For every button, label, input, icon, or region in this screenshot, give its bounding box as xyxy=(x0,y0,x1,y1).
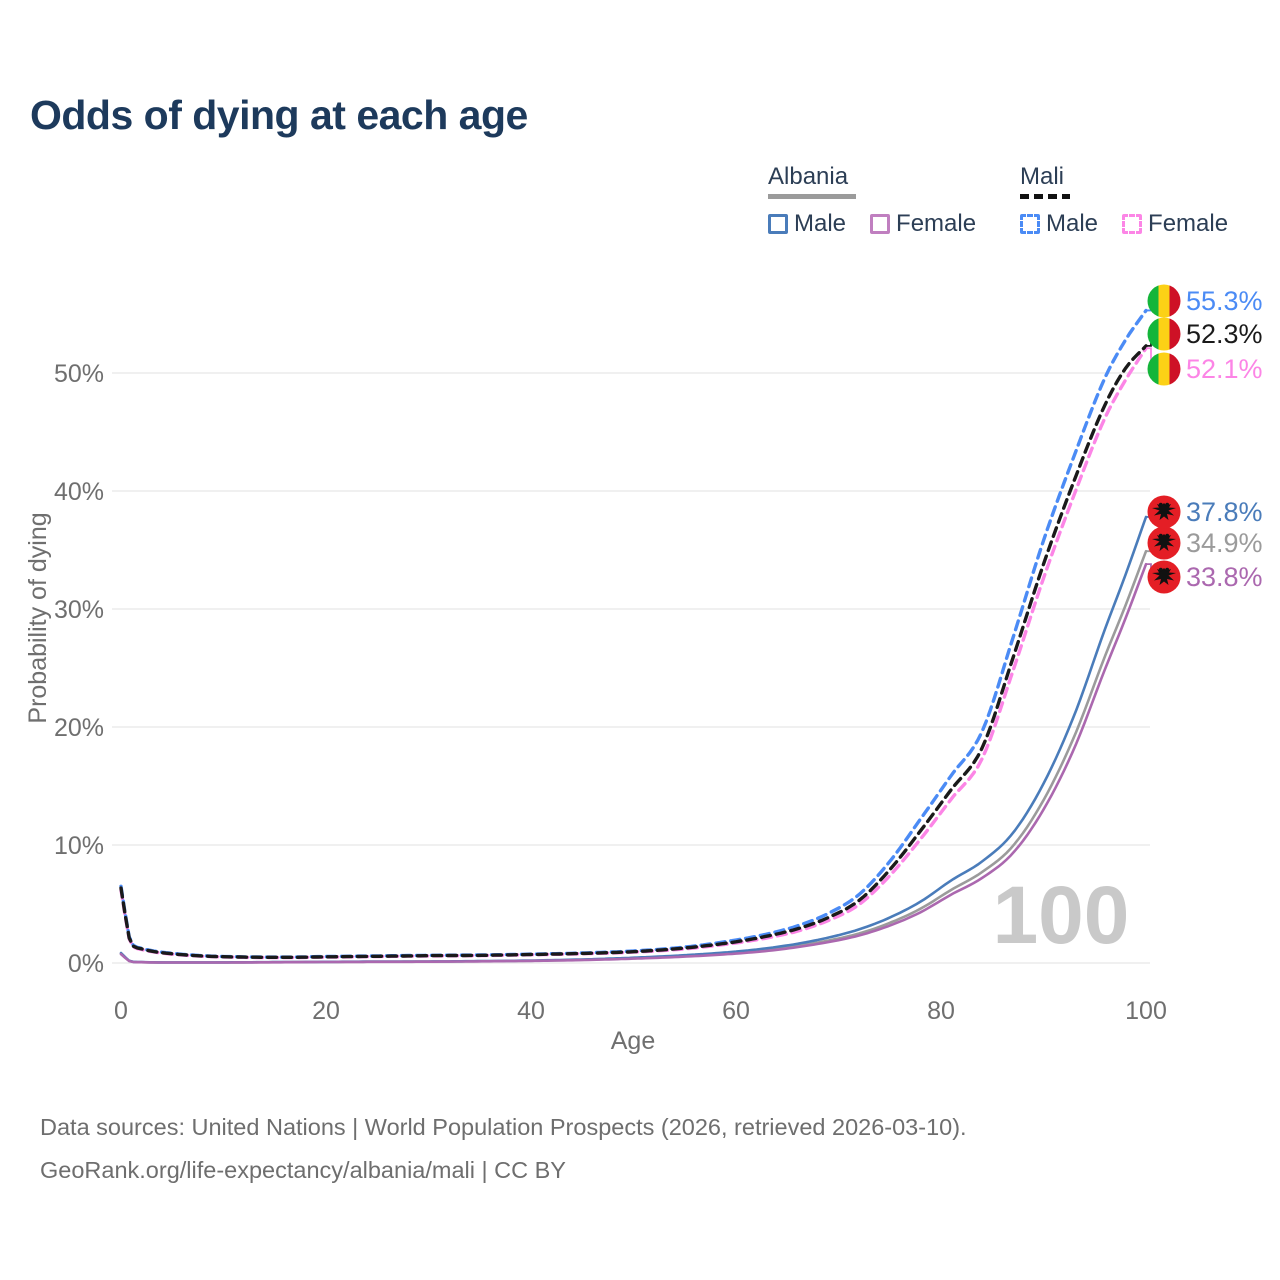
y-tick-label: 10% xyxy=(54,832,104,860)
axis-ticks: 0% 10% 20% 30% 40% 50% 0 20 40 60 80 100 xyxy=(54,360,1167,1025)
albania-male-checkbox-icon[interactable] xyxy=(768,214,788,234)
series-line-albania-female[interactable] xyxy=(119,562,1148,964)
albania-line-style-swatch xyxy=(768,194,856,199)
legend-country-albania[interactable]: Albania xyxy=(768,163,849,190)
data-source-text: Data sources: United Nations | World Pop… xyxy=(40,1114,967,1140)
legend-label-mali-female: Female xyxy=(1148,210,1229,237)
legend-label-albania-male: Male xyxy=(794,210,847,237)
legend-group-albania: Albania Male Female xyxy=(768,163,976,238)
legend-country-mali[interactable]: Mali xyxy=(1020,163,1065,190)
x-tick-label: 40 xyxy=(517,997,545,1025)
x-tick-label: 100 xyxy=(1125,997,1167,1025)
legend-group-mali: Mali Male Female xyxy=(1020,163,1228,238)
mali-line-style-swatch xyxy=(1020,194,1070,199)
x-tick-label: 80 xyxy=(927,997,955,1025)
albania-flag-icon xyxy=(1147,560,1181,594)
y-tick-label: 40% xyxy=(54,478,104,506)
y-tick-label: 20% xyxy=(54,714,104,742)
end-value-label-mali-male: 55.3% xyxy=(1186,286,1263,316)
x-tick-label: 0 xyxy=(114,997,128,1025)
chart-title: Odds of dying at each age xyxy=(30,92,528,138)
x-tick-label: 60 xyxy=(722,997,750,1025)
series-line-mali-male[interactable] xyxy=(119,308,1148,959)
mali-flag-icon xyxy=(1147,284,1181,318)
age-counter-watermark: 100 xyxy=(993,870,1130,961)
legend-item-mali-female[interactable]: Female xyxy=(1122,210,1228,238)
albania-flag-icon xyxy=(1147,526,1181,560)
legend-item-albania-female[interactable]: Female xyxy=(870,210,976,238)
series-line-mali-total[interactable] xyxy=(119,344,1148,959)
albania-flag-icon xyxy=(1147,495,1181,529)
georank-url-text: GeoRank.org/life-expectancy/albania/mali… xyxy=(40,1157,566,1183)
y-tick-label: 0% xyxy=(68,950,104,978)
y-axis-title: Probability of dying xyxy=(24,512,52,723)
mali-female-checkbox-icon[interactable] xyxy=(1122,214,1143,234)
end-value-labels: 34.9%37.8% 33.8% 52.1% 55.3%52.3% xyxy=(1146,284,1263,594)
gridlines xyxy=(112,372,1150,964)
albania-female-checkbox-icon[interactable] xyxy=(870,214,891,234)
footer-attribution: Data sources: United Nations | World Pop… xyxy=(40,1106,967,1192)
mali-male-checkbox-icon[interactable] xyxy=(1020,214,1040,234)
y-tick-label: 30% xyxy=(54,596,104,624)
end-value-label-albania-male: 37.8% xyxy=(1186,497,1263,527)
series-lines xyxy=(119,308,1148,964)
x-axis-title: Age xyxy=(611,1027,655,1055)
mali-flag-icon xyxy=(1147,352,1181,386)
y-tick-label: 50% xyxy=(54,360,104,388)
legend-label-mali-male: Male xyxy=(1046,210,1099,237)
end-value-label-albania-total: 34.9% xyxy=(1186,528,1263,558)
end-value-label-albania-female: 33.8% xyxy=(1186,562,1263,592)
mali-flag-icon xyxy=(1147,317,1181,351)
legend-label-albania-female: Female xyxy=(896,210,977,237)
legend-item-albania-male[interactable]: Male xyxy=(768,210,846,238)
end-value-label-mali-total: 52.3% xyxy=(1186,319,1263,349)
x-tick-label: 20 xyxy=(312,997,340,1025)
legend-item-mali-male[interactable]: Male xyxy=(1020,210,1098,238)
end-value-label-mali-female: 52.1% xyxy=(1186,354,1263,384)
